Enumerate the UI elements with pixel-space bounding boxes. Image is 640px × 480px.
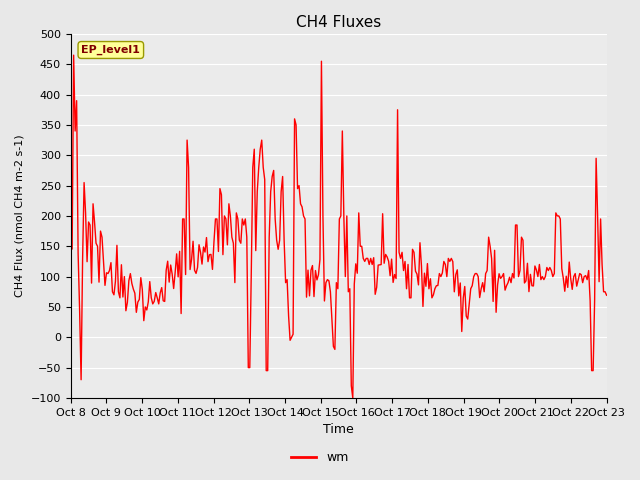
Legend: wm: wm — [286, 446, 354, 469]
Y-axis label: CH4 Flux (nmol CH4 m-2 s-1): CH4 Flux (nmol CH4 m-2 s-1) — [15, 134, 25, 297]
X-axis label: Time: Time — [323, 423, 354, 436]
Title: CH4 Fluxes: CH4 Fluxes — [296, 15, 381, 30]
Text: EP_level1: EP_level1 — [81, 45, 140, 55]
